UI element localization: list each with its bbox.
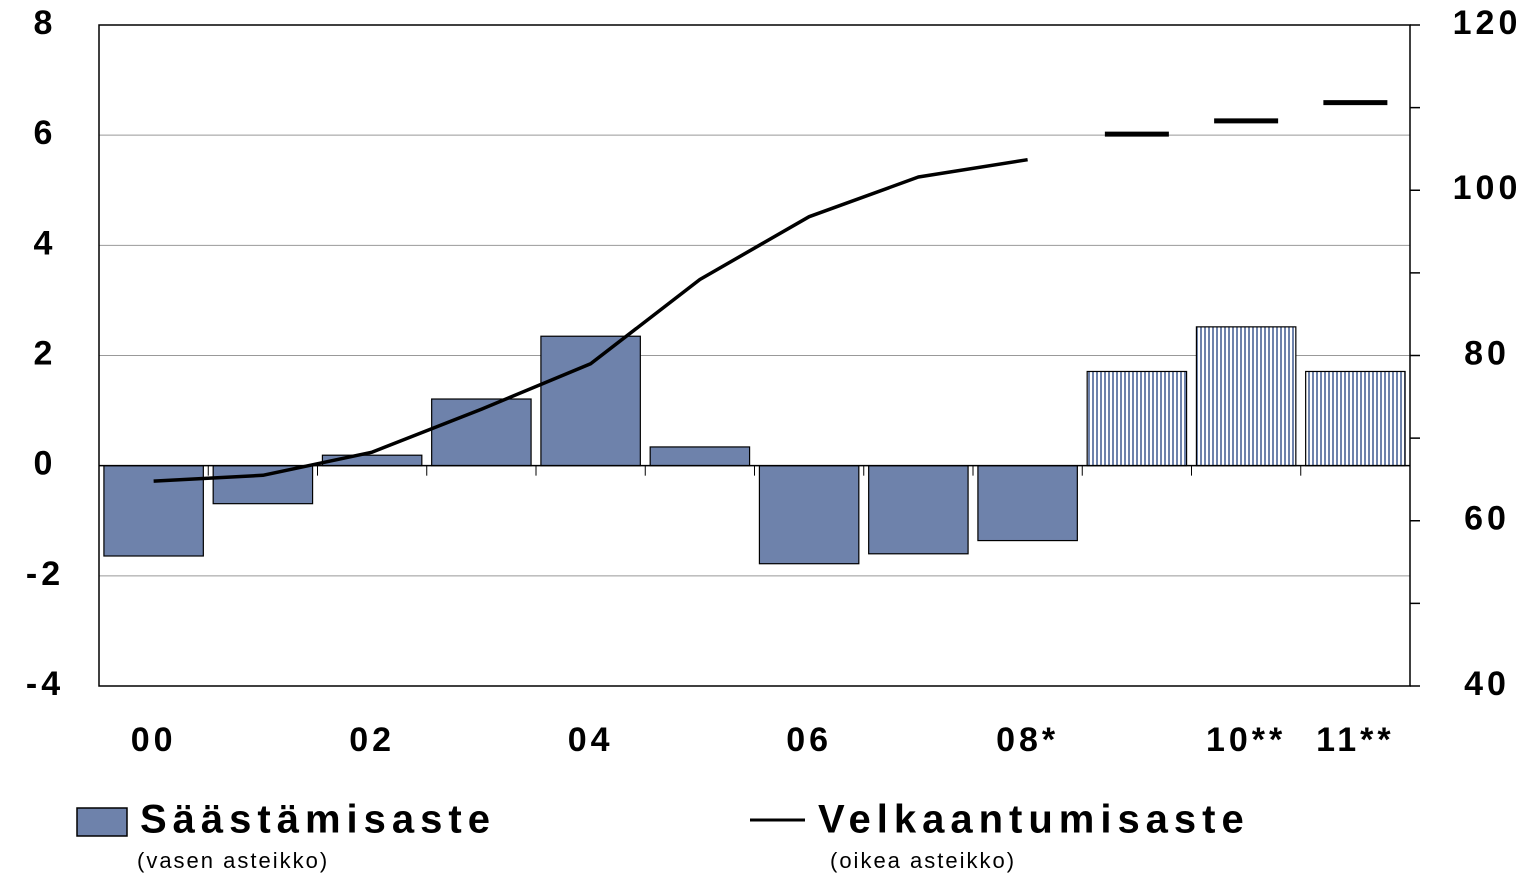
y-tick-label: -2	[26, 555, 64, 593]
y-tick-label: 0	[34, 445, 57, 483]
x-tick-label: 02	[349, 721, 395, 759]
y2-tick-label: 40	[1464, 665, 1510, 703]
bars	[103, 326, 1406, 565]
y-tick-label: 8	[34, 4, 57, 42]
legend-label: Velkaantumisaste	[818, 798, 1250, 842]
x-tick-label: 08*	[996, 721, 1059, 759]
x-tick-label: 06	[786, 721, 832, 759]
y2-tick-label: 120	[1453, 4, 1522, 42]
y-tick-label: 4	[34, 224, 57, 262]
bar	[977, 465, 1078, 542]
lines	[153, 100, 1388, 483]
y-tick-label: 2	[34, 334, 57, 372]
y2-tick-label: 80	[1464, 334, 1510, 372]
bar	[540, 335, 641, 467]
y2-tick-label: 60	[1464, 500, 1510, 538]
y2-tick-label: 100	[1453, 169, 1522, 207]
bar	[1195, 326, 1297, 467]
bar	[212, 465, 314, 505]
bar	[1086, 370, 1188, 467]
legend-note: (oikea asteikko)	[830, 848, 1016, 873]
bar	[868, 465, 969, 555]
x-tick-label: 11**	[1316, 721, 1394, 759]
line	[153, 157, 1028, 483]
y-tick-label: -4	[26, 665, 64, 703]
legend-label: Säästämisaste	[140, 798, 496, 842]
x-tick-label: 10**	[1206, 721, 1286, 759]
x-tick-label: 00	[131, 721, 177, 759]
bar	[758, 465, 860, 565]
legend: Säästämisaste (vasen asteikko) Velkaantu…	[76, 798, 1250, 873]
legend-swatch-bar	[76, 807, 128, 837]
bar	[1305, 370, 1406, 467]
bar	[649, 446, 751, 467]
y-tick-label: 6	[34, 114, 57, 152]
plot-frame	[98, 24, 1411, 687]
frame	[98, 24, 1420, 687]
legend-note: (vasen asteikko)	[137, 848, 329, 873]
x-tick-label: 04	[568, 721, 614, 759]
